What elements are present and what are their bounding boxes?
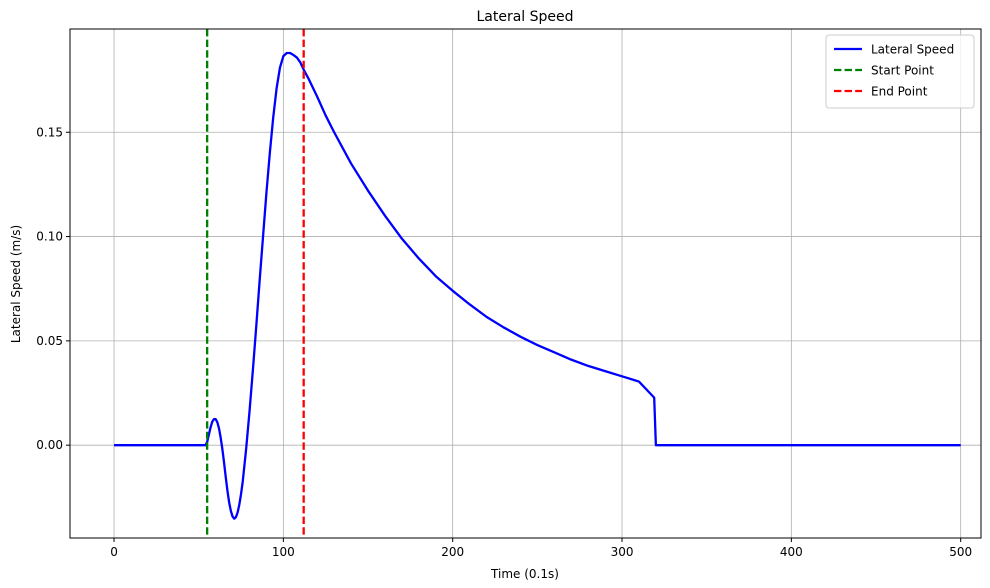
y-tick-label: 0.15	[36, 125, 63, 139]
legend-label: Start Point	[871, 64, 934, 78]
axes-frame	[69, 28, 982, 539]
series-lateral-speed-line	[114, 51, 961, 520]
legend: Lateral Speed Start Point End Point	[825, 34, 975, 109]
y-tick-label: 0.05	[36, 334, 63, 348]
x-tick-label: 400	[780, 545, 803, 559]
y-axis-title: Lateral Speed (m/s)	[9, 225, 23, 343]
x-axis-title: Time (0.1s)	[490, 567, 559, 581]
chart-title: Lateral Speed	[476, 9, 573, 25]
x-tick-label: 300	[611, 545, 634, 559]
x-tick-label: 0	[110, 545, 118, 559]
legend-box	[825, 34, 975, 109]
y-tick-label: 0.10	[36, 230, 63, 244]
y-tick-label: 0.00	[36, 438, 63, 452]
x-tick-label: 500	[949, 545, 972, 559]
legend-label: Lateral Speed	[871, 43, 954, 57]
x-tick-label: 100	[272, 545, 295, 559]
x-tick-label: 200	[441, 545, 464, 559]
legend-label: End Point	[871, 85, 928, 99]
plot-area: 0 100 200 300 400 500 0.00 0.05 0.10 0.15 Lateral …	[36, 28, 982, 559]
